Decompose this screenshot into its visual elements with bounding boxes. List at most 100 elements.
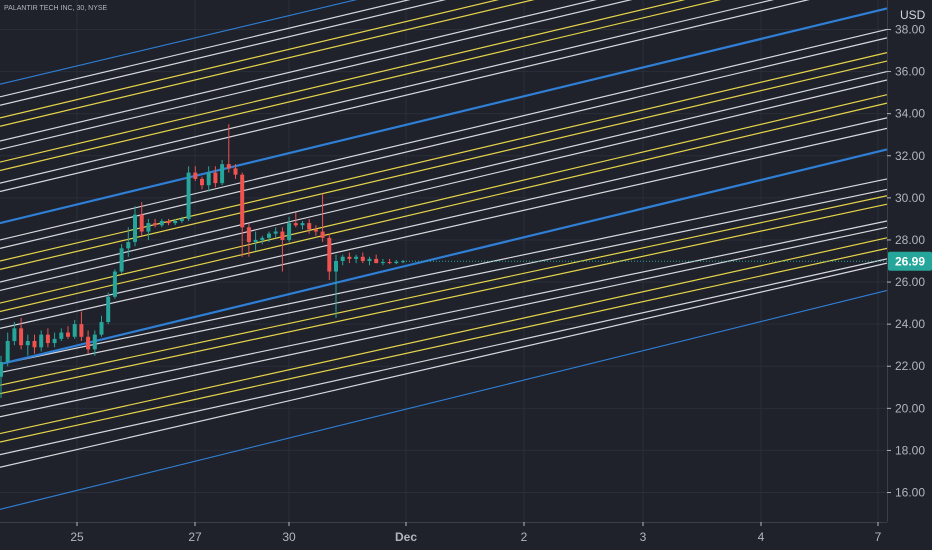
x-tick-label: 3 — [640, 530, 647, 544]
candle — [287, 216, 292, 243]
channel-line-white — [0, 37, 888, 249]
candle-body — [25, 340, 30, 346]
channel-line-white — [0, 0, 447, 106]
candle — [179, 216, 184, 224]
y-tick-label: 24.00 — [895, 317, 925, 331]
candle-body — [240, 174, 245, 228]
candle — [99, 315, 104, 337]
candle-body — [374, 258, 379, 264]
candle-body — [32, 340, 37, 348]
candle-body — [287, 223, 292, 240]
channel-line-white — [0, 0, 810, 193]
candle-body — [300, 223, 305, 226]
time-axis-panel[interactable] — [0, 522, 932, 550]
candle — [260, 235, 265, 245]
price-axis-labels: 16.00 18.00 20.00 22.00 24.00 26.00 28.00 30.00… — [887, 22, 925, 500]
channel-line-white — [0, 0, 775, 184]
candle-body — [193, 172, 198, 179]
channel-line-white — [0, 79, 888, 292]
candle-body — [367, 258, 372, 261]
channel-line-yellow — [0, 0, 722, 172]
candle-body — [126, 242, 131, 249]
channel-line-yellow — [0, 60, 888, 271]
candle — [5, 332, 10, 367]
candle — [12, 322, 17, 346]
candle-body — [166, 221, 171, 224]
candle — [347, 252, 352, 264]
candle — [119, 244, 124, 274]
channel-line-white — [0, 188, 888, 374]
candle-body — [179, 218, 184, 222]
channel-line-white — [0, 70, 888, 283]
channel-line-yellow — [0, 0, 535, 127]
candle — [106, 292, 111, 325]
candle-body — [146, 223, 151, 232]
candle — [213, 166, 218, 188]
channel-line-white — [0, 0, 597, 142]
candle — [133, 206, 137, 247]
y-tick-label: 34.00 — [895, 107, 925, 121]
y-tick-label: 38.00 — [895, 22, 925, 36]
candle-body — [86, 336, 91, 350]
candle — [79, 311, 84, 341]
candle-body — [233, 168, 238, 175]
price-axis-panel[interactable] — [887, 0, 932, 550]
channel-line-yellow — [0, 203, 888, 395]
candle-body — [347, 256, 352, 259]
candle — [0, 355, 3, 398]
candle-body — [19, 328, 24, 346]
candle — [240, 172, 245, 257]
candle-body — [0, 362, 3, 377]
channel-line-white — [0, 127, 888, 329]
candle-body — [220, 164, 225, 184]
candle-body — [273, 231, 278, 234]
candle-body — [112, 271, 117, 297]
candle — [166, 218, 171, 226]
candle-body — [327, 237, 332, 272]
candle — [354, 254, 359, 264]
candle-body — [99, 322, 104, 335]
candle-body — [52, 338, 57, 344]
candle-body — [206, 172, 211, 186]
x-tick-label: Dec — [395, 530, 417, 544]
candle-body — [79, 324, 84, 337]
candle-body — [394, 261, 399, 264]
x-tick-label: 7 — [875, 530, 882, 544]
y-tick-label: 28.00 — [895, 233, 925, 247]
candle — [52, 332, 57, 348]
candle — [387, 258, 392, 265]
candle-body — [92, 334, 97, 350]
candle — [32, 334, 37, 354]
candle — [340, 254, 345, 266]
candle-body — [5, 340, 10, 363]
candle — [300, 221, 305, 230]
candle — [334, 254, 338, 318]
last-price-badge — [888, 251, 932, 271]
channel-line-yellow — [0, 0, 686, 163]
candle-body — [253, 239, 258, 243]
candle-body — [334, 261, 338, 272]
chart-title: PALANTIR TECH INC, 30, NYSE — [4, 5, 108, 12]
channel-line-white — [0, 0, 633, 151]
time-axis-labels: 25 27 30 Dec 2 3 4 7 — [70, 522, 882, 544]
candle-body — [260, 237, 265, 240]
x-tick-label: 27 — [188, 530, 202, 544]
candle — [25, 334, 30, 356]
channel-line-yellow — [0, 102, 888, 313]
candle-body — [226, 164, 231, 169]
candle — [193, 166, 198, 182]
y-tick-label: 26.00 — [895, 275, 925, 289]
candle — [360, 252, 365, 264]
candle — [19, 317, 24, 350]
candle-body — [280, 231, 285, 240]
y-tick-label: 22.00 — [895, 359, 925, 373]
candle — [273, 227, 278, 238]
candle-body — [360, 256, 365, 261]
candle — [92, 330, 97, 356]
y-tick-label: 30.00 — [895, 191, 925, 205]
candle — [186, 166, 191, 222]
candle — [253, 231, 258, 251]
